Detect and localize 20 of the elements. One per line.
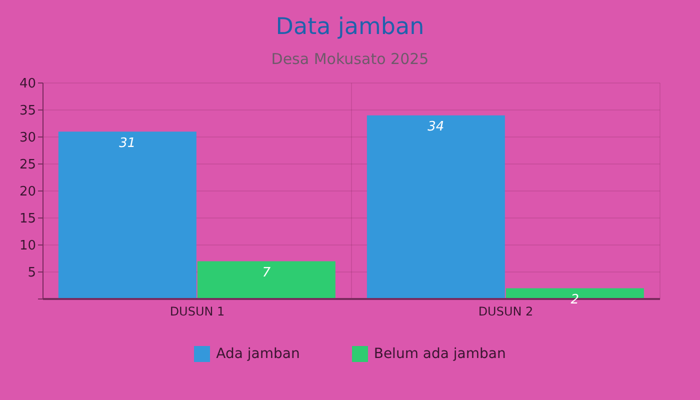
- y-tick-label: 10: [19, 238, 36, 254]
- x-tick-label: DUSUN 1: [170, 304, 225, 319]
- x-tick-label: DUSUN 2: [478, 304, 534, 319]
- y-tick-label: 5: [28, 266, 36, 281]
- legend-label: Ada jamban: [216, 346, 300, 362]
- bar: [366, 115, 505, 299]
- chart-title: Data jamban: [274, 14, 426, 40]
- y-tick-label: 20: [19, 184, 36, 200]
- chart-subtitle: Desa Mokusato 2025: [270, 50, 430, 68]
- data-label: 7: [262, 265, 272, 280]
- y-tick-label: 40: [19, 76, 36, 92]
- y-tick-label: 30: [19, 130, 36, 146]
- data-label: 31: [119, 136, 136, 151]
- y-tick-label: 15: [19, 212, 36, 227]
- data-label: 34: [428, 120, 444, 135]
- y-tick-label: 25: [19, 158, 36, 173]
- bar: [197, 261, 336, 299]
- legend-label: Belum ada jamban: [374, 346, 506, 362]
- y-tick-label: 35: [19, 104, 36, 119]
- bar: [58, 132, 196, 299]
